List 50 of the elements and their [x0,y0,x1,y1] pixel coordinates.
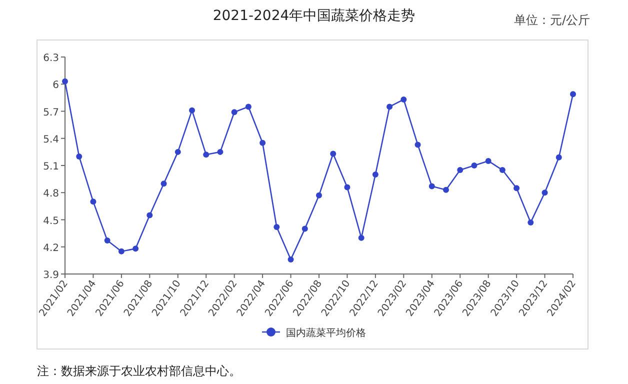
point [443,186,449,193]
point [372,172,378,178]
point [514,185,520,192]
point [400,96,407,102]
point [104,238,110,244]
point [274,224,280,230]
point [132,246,139,252]
point [76,153,82,160]
y-tick-label: 5.1 [43,162,59,172]
point [457,167,464,174]
point [414,142,421,148]
point [316,192,322,198]
point [203,152,210,158]
point [288,256,294,263]
y-tick-label: 5.7 [43,107,59,118]
point [358,234,364,241]
point [174,148,181,155]
y-tick-label: 5.4 [43,134,59,146]
point [146,212,153,218]
point [485,158,492,164]
point [217,148,224,155]
point [542,190,548,196]
point [428,183,435,190]
point [231,109,238,116]
y-tick-label: 6.3 [43,53,59,64]
point [386,104,393,110]
chart-title: 2021-2024年中国蔬菜价格走势 [212,8,416,24]
legend-label: 国内蔬菜平均价格 [286,327,366,339]
point [302,226,308,232]
point [90,198,96,205]
point [499,167,506,174]
y-tick-label: 4.8 [43,188,59,200]
point [528,219,534,226]
y-tick-label: 6 [52,80,59,92]
point [118,248,124,254]
y-tick-label: 3.9 [43,270,59,281]
point [260,140,266,146]
point [570,91,576,98]
text: 注：数据来源于农业农村部信息中心。 [37,364,241,378]
point [556,154,562,160]
point [245,104,252,110]
y-tick-label: 4.5 [43,216,59,227]
point [160,180,167,187]
point [330,150,336,157]
point [344,184,350,190]
y-tick-label: 4.2 [43,242,59,254]
point [62,78,68,84]
point [189,107,195,114]
point [471,162,478,168]
text: 单位：元/公斤 [514,13,590,27]
